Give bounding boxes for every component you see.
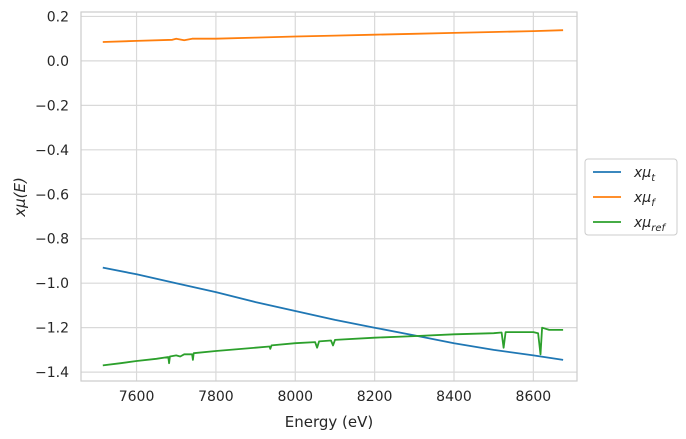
y-tick-label: −1.4 xyxy=(35,365,69,381)
y-axis-label: xμ(E) xyxy=(11,177,29,218)
legend-label-f: xμf xyxy=(633,190,656,209)
series-line-f xyxy=(102,29,564,43)
y-tick-label: −1.0 xyxy=(35,276,69,292)
x-tick-label: 8600 xyxy=(516,389,552,405)
x-tick-labels: 7600 7800 8000 8200 8400 8600 xyxy=(119,389,551,405)
legend-box xyxy=(584,158,678,236)
y-tick-labels: 0.2 0.0 −0.2 −0.4 −0.6 −0.8 −1.0 −1.2 −1.4 xyxy=(35,9,69,381)
grid-lines xyxy=(81,12,577,381)
x-tick-label: 7600 xyxy=(119,389,155,405)
x-tick-label: 7800 xyxy=(198,389,234,405)
x-tick-label: 8400 xyxy=(436,389,472,405)
series-line-ref xyxy=(102,326,564,367)
y-tick-label: −0.8 xyxy=(35,232,69,248)
plot-frame xyxy=(80,11,578,382)
y-tick-label: 0.0 xyxy=(47,54,69,70)
x-tick-label: 8000 xyxy=(277,389,313,405)
y-tick-label: 0.2 xyxy=(47,9,69,25)
x-axis-label: Energy (eV) xyxy=(285,413,373,431)
y-tick-label: −0.4 xyxy=(35,143,69,159)
series-lines xyxy=(102,29,564,367)
series-line-t xyxy=(102,266,564,361)
x-tick-label: 8200 xyxy=(357,389,393,405)
legend-label-t: xμt xyxy=(633,165,656,184)
y-tick-label: −1.2 xyxy=(35,321,69,337)
y-tick-label: −0.6 xyxy=(35,187,69,203)
y-tick-label: −0.2 xyxy=(35,98,69,114)
